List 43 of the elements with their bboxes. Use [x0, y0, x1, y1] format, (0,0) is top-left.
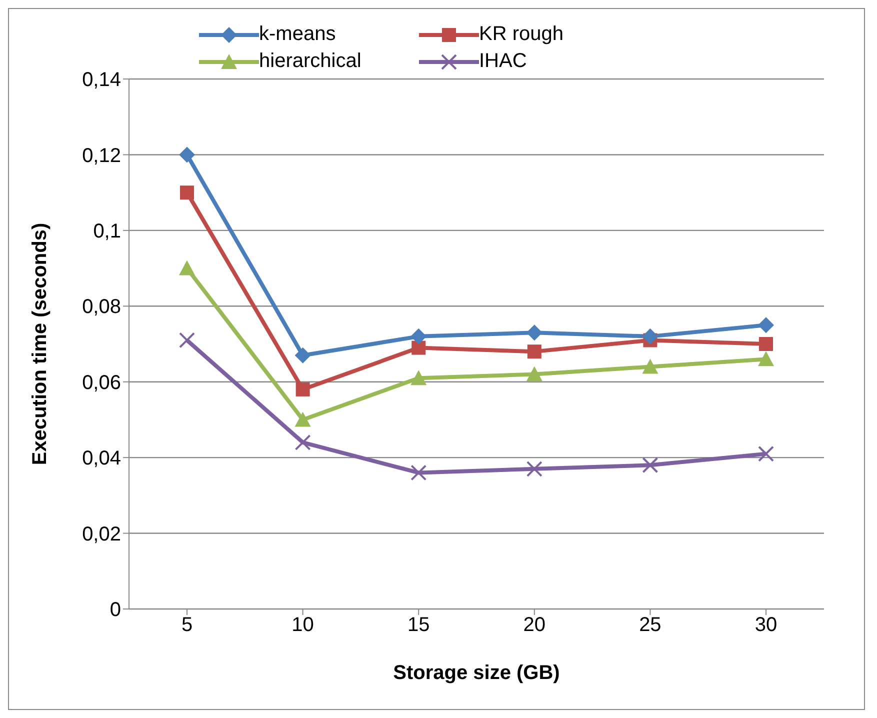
point: [642, 328, 658, 344]
y-tick-label: 0,04: [82, 448, 121, 470]
point: [642, 358, 658, 374]
point: [759, 337, 773, 351]
legend-label: hierarchical: [259, 50, 362, 73]
y-tick-label: 0,14: [82, 69, 121, 92]
point: [410, 328, 427, 344]
point: [758, 317, 774, 334]
point: [180, 186, 194, 200]
x-tick-label: 25: [639, 614, 662, 636]
x-tick-label: 30: [754, 614, 778, 636]
y-tick-label: 0,02: [82, 523, 121, 546]
legend-label: k-means: [259, 23, 336, 46]
point: [294, 434, 311, 450]
point: [179, 332, 195, 348]
y-tick-label: 0,06: [82, 372, 121, 394]
y-tick-label: 0,12: [82, 144, 121, 167]
point: [294, 347, 311, 364]
y-axis-title: Execution time (seconds): [29, 222, 52, 466]
point: [526, 324, 542, 341]
point: [412, 340, 426, 355]
point: [642, 457, 658, 474]
point: [410, 464, 427, 481]
point: [179, 260, 195, 276]
point: [410, 370, 427, 386]
point: [179, 146, 195, 163]
legend-label: KR rough: [479, 23, 564, 46]
x-tick-label: 20: [523, 614, 546, 636]
x-axis-title: Storage size (GB): [393, 662, 560, 684]
x-tick-label: 15: [407, 614, 430, 636]
legend-label: IHAC: [479, 50, 527, 73]
point: [526, 366, 542, 382]
point: [527, 344, 542, 359]
point: [294, 412, 311, 427]
point: [526, 460, 542, 477]
y-tick-label: 0: [110, 599, 121, 622]
point: [758, 446, 774, 462]
point: [758, 351, 774, 366]
y-tick-label: 0,08: [82, 296, 121, 318]
point: [296, 382, 310, 396]
x-tick-label: 10: [292, 614, 314, 636]
x-tick-label: 5: [181, 614, 193, 636]
y-tick-label: 0,1: [93, 220, 121, 243]
